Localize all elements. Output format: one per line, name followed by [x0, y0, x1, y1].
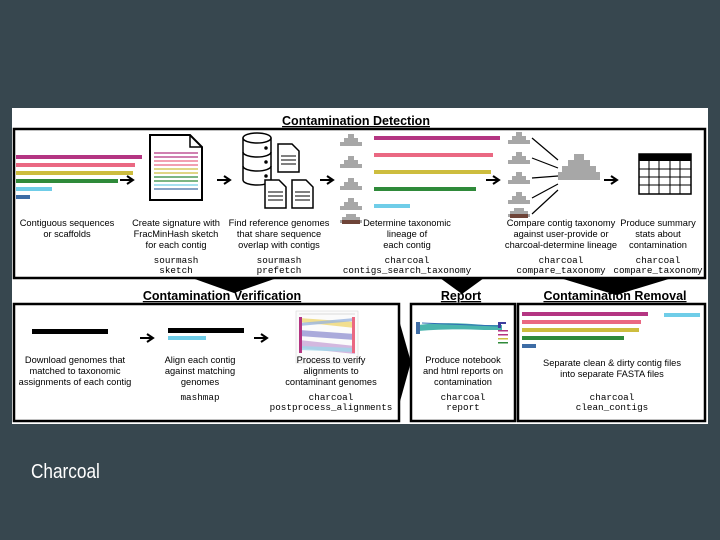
slide-title: Charcoal	[31, 461, 100, 483]
contig-bars	[16, 155, 142, 199]
step-command: charcoal postprocess_alignments	[270, 392, 393, 413]
contig-bar-yellow	[16, 171, 133, 175]
workflow-diagram: Contamination Detection Contamination Ve…	[12, 114, 707, 423]
arrow-icon	[120, 175, 135, 185]
step-caption: Contiguous sequences or scaffolds	[20, 218, 115, 239]
step-command: charcoal compare_taxonomy	[613, 255, 703, 276]
report-thumbnail	[416, 320, 510, 346]
step-caption: Align each contig against matching genomes	[165, 355, 236, 387]
step-command: sourmash sketch	[154, 255, 199, 276]
removal-panel	[516, 302, 707, 423]
lineage-pyramids-icon	[340, 134, 362, 224]
step-command: mashmap	[180, 392, 219, 403]
detection-to-report-arrow	[440, 278, 484, 294]
alignment-plot-thumbnail	[295, 310, 359, 364]
dirty-contig-bar	[664, 313, 700, 317]
arrow-icon	[604, 175, 619, 185]
contig-bar-cyan	[16, 187, 52, 191]
report-caption: Produce notebook and html reports on conta…	[423, 355, 503, 387]
arrow-icon	[254, 333, 269, 343]
step-command: sourmash prefetch	[257, 255, 302, 276]
step-caption: Produce summary stats about contamination	[620, 218, 696, 250]
report-command: charcoal report	[441, 392, 486, 413]
step-command: charcoal compare_taxonomy	[516, 255, 606, 276]
arrow-icon	[217, 175, 232, 185]
arrow-icon	[140, 333, 155, 343]
step-caption: Find reference genomes that share sequenc…	[229, 218, 330, 250]
report-header: Report	[441, 289, 482, 303]
sketch-document-icon	[149, 134, 203, 201]
aligned-contig-bar	[168, 336, 206, 340]
genome-bar	[32, 329, 108, 334]
removal-header: Contamination Removal	[543, 289, 686, 303]
summary-table-icon	[638, 153, 692, 195]
report-panel	[409, 302, 517, 423]
step-caption: Determine taxonomic lineage of each contig	[363, 218, 451, 250]
step-command: charcoal contigs_search_taxonomy	[343, 255, 472, 276]
genome-bar	[168, 328, 244, 333]
detection-header: Contamination Detection	[282, 114, 430, 128]
classified-contig-bars	[374, 136, 500, 208]
step-caption: Process to verify alignments to contaminan…	[285, 355, 377, 387]
contig-bar-blue	[16, 195, 30, 199]
removal-command: charcoal clean_contigs	[576, 392, 649, 413]
arrow-icon	[486, 175, 501, 185]
contig-bar-magenta	[16, 155, 142, 159]
step-caption: Compare contig taxonomy against user-prov…	[505, 218, 617, 250]
clean-contig-bars	[522, 312, 648, 348]
workflow-figure: Contamination Detection Contamination Ve…	[12, 108, 708, 424]
step-caption: Create signature with FracMinHash sketch f…	[132, 218, 220, 250]
verification-to-report-arrow	[399, 320, 411, 405]
contig-bar-pink	[16, 163, 135, 167]
compare-pyramids-icon	[508, 132, 600, 218]
database-icon	[242, 132, 272, 186]
removal-caption: Separate clean & dirty contig files into …	[543, 358, 681, 379]
verification-header: Contamination Verification	[143, 289, 301, 303]
arrow-icon	[320, 175, 335, 185]
contig-bar-green	[16, 179, 118, 183]
reference-documents-icon	[264, 143, 314, 209]
detection-to-verification-arrow	[192, 278, 277, 293]
detection-panel	[12, 127, 707, 280]
step-caption: Download genomes that matched to taxonomi…	[19, 355, 132, 387]
detection-to-removal-arrow	[560, 278, 672, 295]
